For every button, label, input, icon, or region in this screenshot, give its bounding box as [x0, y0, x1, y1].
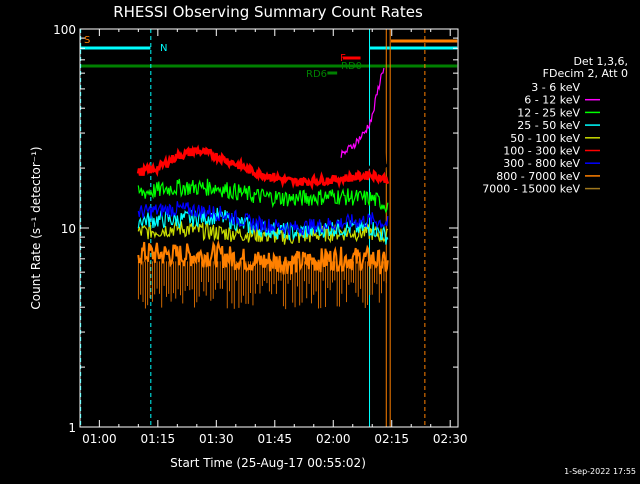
annotation-label: RD0 — [341, 61, 362, 72]
legend-header-line-2: FDecim 2, Att 0 — [543, 67, 628, 80]
x-tick-label: 01:45 — [257, 432, 292, 446]
y-tick-label: 100 — [53, 23, 76, 37]
annotation-label: N — [160, 43, 167, 54]
x-axis-label: Start Time (25-Aug-17 00:55:02) — [170, 456, 366, 470]
x-tick-label: 01:15 — [141, 432, 176, 446]
y-tick-label: 1 — [68, 421, 76, 435]
legend-label: 300 - 800 keV — [503, 157, 580, 170]
y-axis-label: Count Rate (s⁻¹ detector⁻¹) — [29, 146, 43, 309]
legend-label: 25 - 50 keV — [517, 119, 580, 132]
y-tick-label: 10 — [61, 222, 76, 236]
legend-label: 50 - 100 keV — [510, 132, 580, 145]
legend-label: 6 - 12 keV — [524, 94, 580, 107]
x-tick-label: 01:30 — [199, 432, 234, 446]
x-tick-label: 02:30 — [433, 432, 468, 446]
x-tick-label: 02:00 — [316, 432, 351, 446]
legend-label: 12 - 25 keV — [517, 106, 580, 119]
boundary-lines — [80, 29, 426, 427]
series-line — [137, 201, 389, 236]
flag-bars — [80, 39, 458, 75]
x-tick-label: 02:15 — [374, 432, 409, 446]
legend-header-line-1: Det 1,3,6, — [573, 55, 628, 68]
series-line — [340, 67, 385, 158]
y-ticks: 1 10 100 — [53, 23, 458, 435]
annotation-label: RD6 — [306, 69, 327, 80]
annotation-label: S — [84, 35, 90, 46]
legend-label: 800 - 7000 keV — [496, 170, 580, 183]
series-line — [137, 239, 389, 275]
series-line — [137, 178, 389, 214]
legend-label: 100 - 300 keV — [503, 145, 580, 158]
x-ticks: 01:00 01:15 01:30 01:45 02:00 02:15 02:30 — [82, 29, 468, 446]
legend-label: 3 - 6 keV — [531, 81, 580, 94]
series-line — [136, 144, 390, 191]
series-line — [137, 146, 389, 178]
footer-timestamp: 1-Sep-2022 17:55 — [564, 467, 636, 476]
legend-label: 7000 - 15000 keV — [482, 183, 580, 196]
series-layer — [136, 67, 390, 310]
chart-title: RHESSI Observing Summary Count Rates — [113, 3, 423, 21]
x-tick-label: 01:00 — [82, 432, 117, 446]
annotation-label: F — [340, 53, 346, 64]
